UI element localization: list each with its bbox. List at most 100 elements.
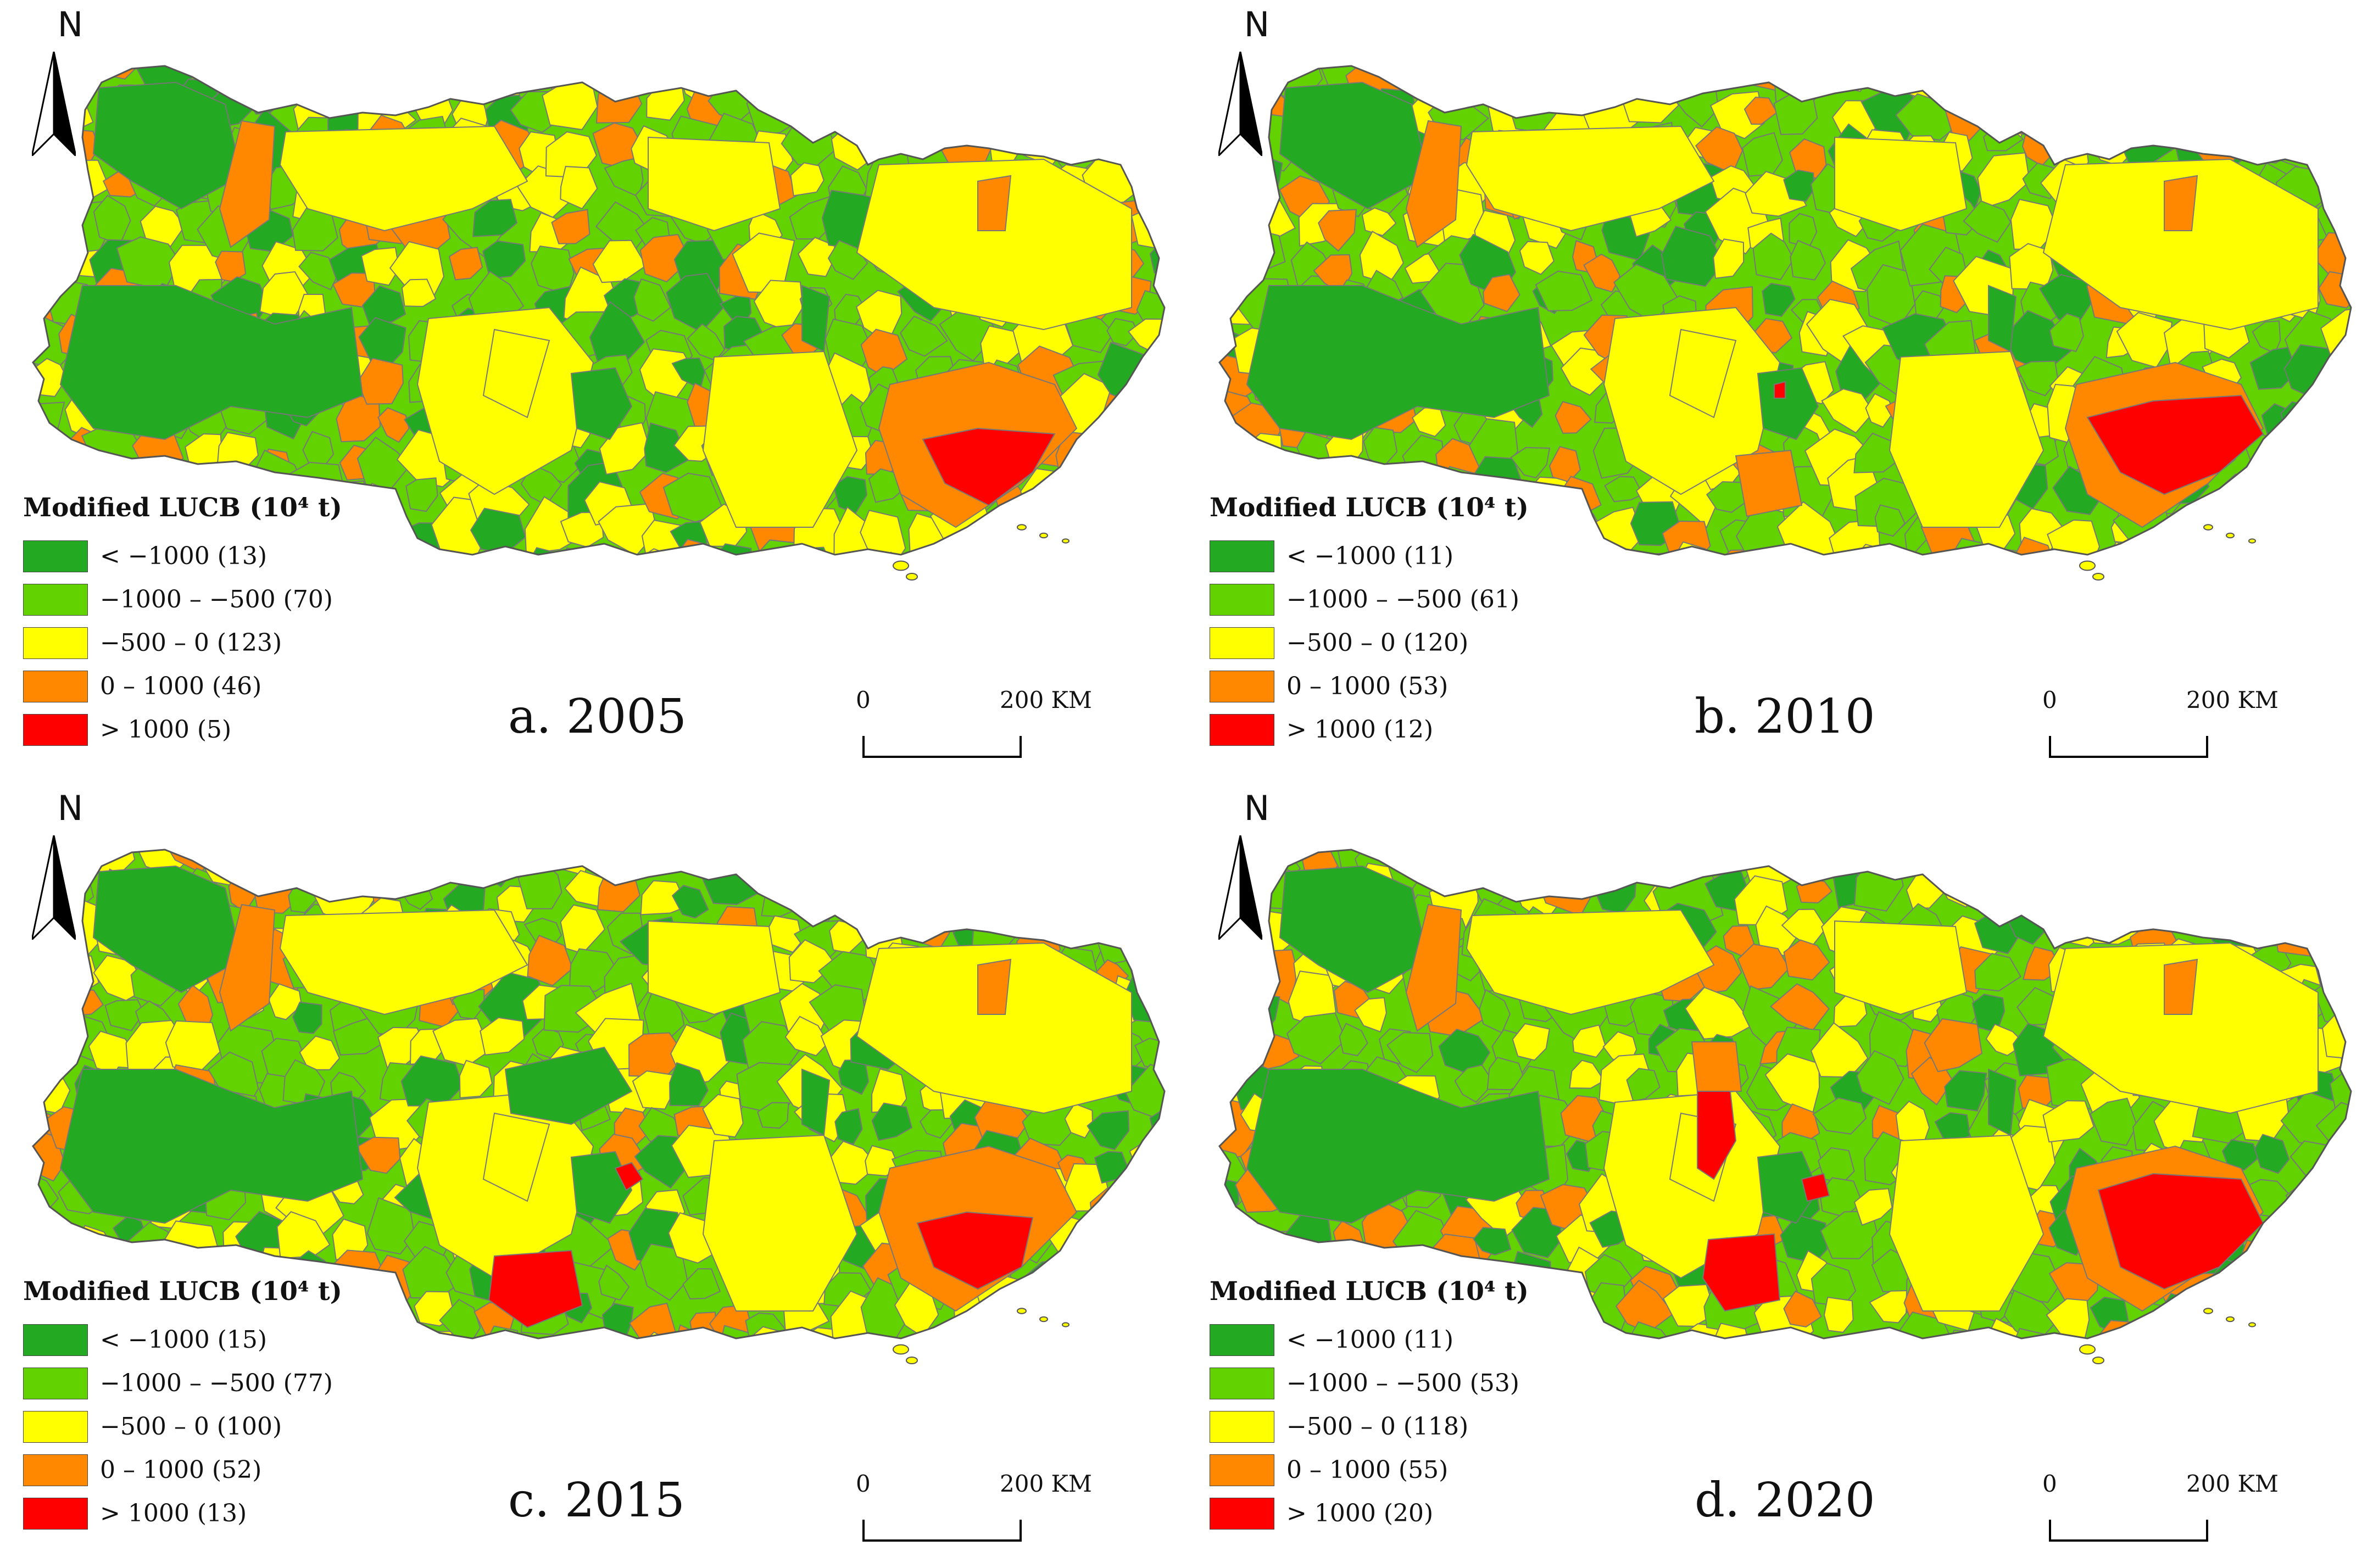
- county-region: [1783, 169, 1815, 202]
- county-region: [757, 1102, 789, 1129]
- county-region: [2251, 556, 2290, 587]
- county-region: [1812, 1097, 1867, 1135]
- county-region: [2338, 1343, 2368, 1381]
- county-region: [945, 1335, 985, 1338]
- county-region: [1103, 526, 1135, 555]
- county-region: [2333, 1262, 2351, 1306]
- county-region: [1626, 1068, 1661, 1102]
- legend-title: Modified LUCB (10⁴ t): [23, 493, 342, 523]
- county-region: [327, 850, 361, 866]
- island: [2079, 1344, 2096, 1355]
- county-region: [395, 66, 443, 82]
- island: [893, 560, 909, 571]
- county-region: [2284, 1197, 2344, 1255]
- legend-item: > 1000 (5): [23, 708, 342, 751]
- county-region: [640, 880, 688, 916]
- county-region: [522, 547, 584, 555]
- county-region: [2101, 66, 2147, 98]
- legend-item: > 1000 (20): [1210, 1492, 1529, 1535]
- legend-item: 0 – 1000 (53): [1210, 665, 1529, 708]
- county-region: [2113, 850, 2170, 906]
- county-region: [282, 850, 340, 874]
- island: [2079, 560, 2096, 571]
- county-region: [2237, 1240, 2293, 1307]
- county-region: [984, 1346, 1017, 1375]
- county-region: [1783, 939, 1830, 981]
- scale-bar-line: [2049, 1520, 2208, 1542]
- county-region: [361, 285, 406, 326]
- county-region: [357, 509, 411, 555]
- county-region: [1861, 1330, 1897, 1338]
- county-region: [1834, 136, 1968, 232]
- county-region: [900, 315, 948, 357]
- island: [2248, 538, 2256, 544]
- county-region: [2325, 463, 2351, 505]
- county-region: [1141, 516, 1165, 555]
- county-region: [442, 66, 491, 98]
- legend-label: −500 – 0 (120): [1286, 629, 1469, 657]
- legend: Modified LUCB (10⁴ t) < −1000 (11) −1000…: [1210, 1275, 1529, 1535]
- county-region: [2326, 880, 2351, 920]
- county-region: [648, 136, 781, 232]
- county-region: [1713, 238, 1745, 279]
- county-region: [1318, 209, 1357, 252]
- county-region: [1050, 1288, 1108, 1338]
- north-arrow: N: [1206, 791, 1272, 940]
- legend-title: Modified LUCB (10⁴ t): [1210, 493, 1529, 523]
- county-region: [1096, 532, 1147, 555]
- county-region: [2042, 158, 2319, 331]
- county-region: [599, 1340, 628, 1368]
- county-region: [2013, 867, 2058, 920]
- county-region: [1013, 850, 1063, 891]
- county-region: [299, 1035, 341, 1070]
- county-region: [2254, 1134, 2290, 1174]
- county-region: [2042, 1100, 2095, 1143]
- county-region: [1054, 554, 1092, 555]
- county-region: [1081, 877, 1134, 929]
- county-region: [2008, 80, 2059, 138]
- county-region: [1979, 850, 2013, 863]
- county-region: [363, 66, 419, 111]
- county-region: [2170, 557, 2211, 598]
- county-region: [1454, 1064, 1495, 1103]
- county-region: [1219, 989, 1245, 1036]
- county-region: [1219, 237, 1254, 274]
- county-region: [1801, 1173, 1830, 1202]
- county-region: [482, 328, 550, 418]
- county-region: [281, 66, 328, 104]
- county-region: [784, 1015, 829, 1057]
- county-region: [753, 850, 798, 870]
- county-region: [1596, 66, 1635, 96]
- island: [1039, 1316, 1048, 1323]
- county-region: [871, 1102, 912, 1141]
- county-region: [2276, 431, 2329, 479]
- county-region: [558, 547, 599, 555]
- county-region: [898, 66, 944, 83]
- county-region: [1874, 504, 1906, 537]
- county-region: [623, 850, 676, 876]
- county-region: [330, 66, 376, 83]
- county-region: [783, 80, 840, 130]
- county-region: [1511, 850, 1563, 894]
- county-region: [608, 556, 647, 589]
- county-region: [1555, 401, 1592, 434]
- study-area-outline: [32, 65, 1166, 556]
- county-region: [1099, 1339, 1139, 1385]
- study-area-outline: [1218, 849, 2352, 1340]
- county-region: [1790, 239, 1826, 281]
- county-region: [1219, 1178, 1240, 1220]
- county-region: [864, 87, 910, 127]
- county-region: [1090, 460, 1145, 521]
- county-region: [788, 850, 842, 869]
- legend-swatch: [1210, 1497, 1274, 1530]
- county-region: [1087, 1110, 1130, 1151]
- county-region: [2253, 66, 2306, 86]
- county-region: [33, 987, 77, 1045]
- county-region: [1144, 390, 1165, 442]
- county-region: [1063, 524, 1097, 554]
- map-panel-2015: N Modified LUCB (10⁴ t) < −1000 (15) −10…: [0, 784, 1186, 1567]
- county-region: [988, 850, 1044, 887]
- county-region: [517, 858, 562, 909]
- county-region: [1737, 944, 1790, 991]
- county-region: [940, 66, 1000, 105]
